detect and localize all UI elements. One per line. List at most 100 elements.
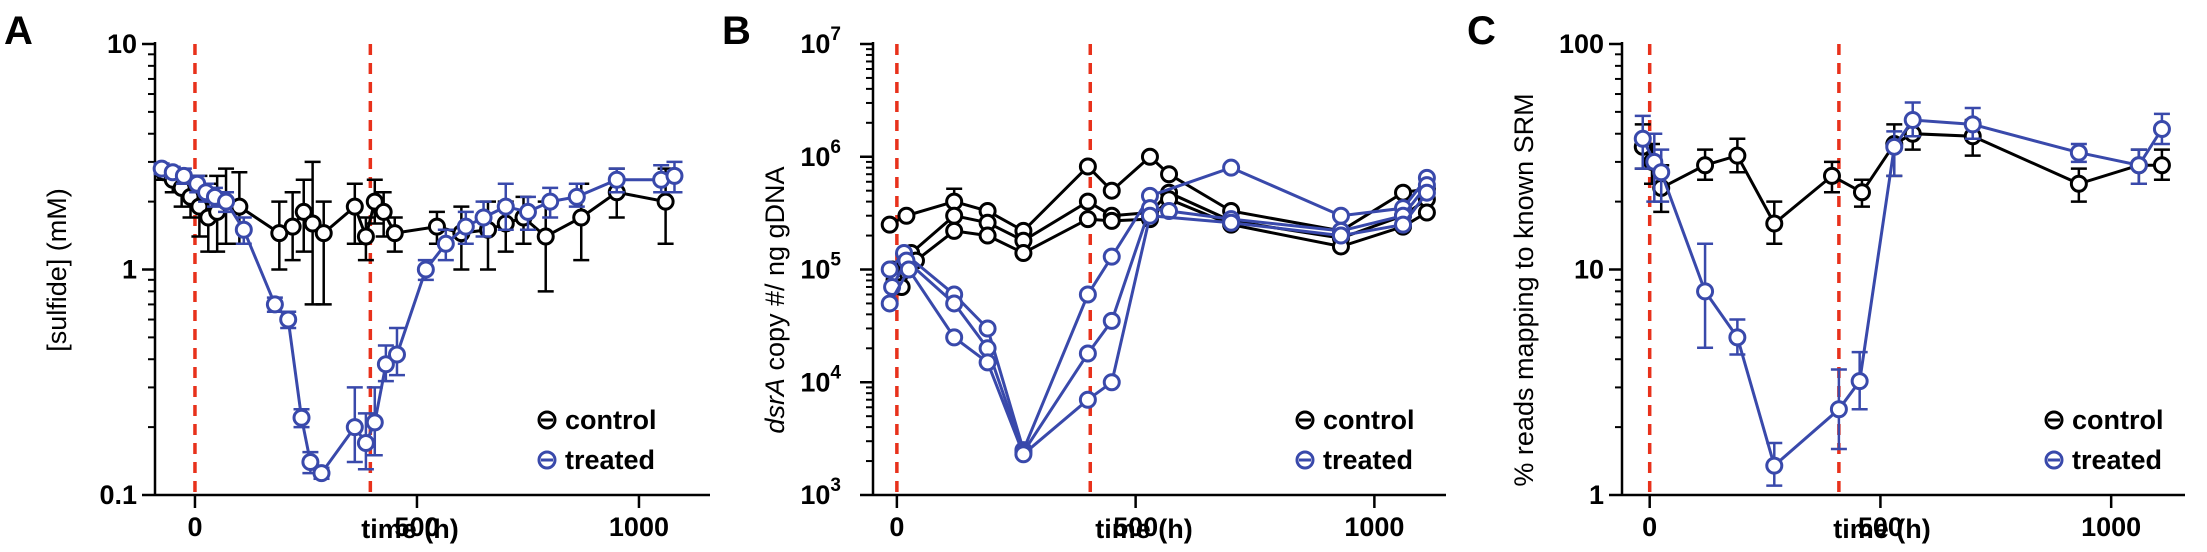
panel-c-x-tick-label: 0	[1642, 512, 1657, 542]
panel-c-treated-point	[1652, 163, 1671, 182]
panel-b-legend-label-treated: treated	[1323, 445, 1413, 475]
panel-b-treated-point	[1140, 206, 1159, 225]
panel-a-treated-point	[234, 220, 253, 239]
panel-a-control-point	[314, 224, 333, 243]
panel-a: A [sulfide] (mM) time (h) 0.1 1 10 0 500 1000…	[4, 9, 710, 544]
panel-a-treated-point	[416, 260, 435, 279]
panel-a-treated-point	[312, 464, 331, 483]
panel-c-treated-line	[1641, 118, 2164, 469]
panel-c-y-tick-label: 10	[1574, 255, 1604, 285]
panel-b-treated-point	[1417, 183, 1436, 202]
panel-a-treated-point	[541, 192, 560, 211]
panel-b-treated-point	[1331, 206, 1350, 225]
panel-a-treated-point	[292, 408, 311, 427]
panel-b-treated-point	[1102, 373, 1121, 392]
panel-b-y-tick-label: 103	[800, 475, 841, 510]
panel-c-treated-point	[2152, 119, 2171, 138]
panel-a-treated-point	[496, 197, 515, 216]
panel-a-control-point	[374, 202, 393, 221]
panel-b-control-point	[1078, 210, 1097, 229]
panel-a-treated-point	[436, 234, 455, 253]
panel-b-y-tick-exponent: 6	[830, 137, 841, 158]
panel-c-ylabel: % reads mapping to known SRM	[1509, 93, 1539, 486]
panel-c-treated-point	[2069, 143, 2088, 162]
panel-c-treated-point	[1963, 115, 1982, 134]
panel-b-treated-point	[1078, 344, 1097, 363]
panel-b-control-point	[1078, 192, 1097, 211]
panel-c-control-point	[2069, 174, 2088, 193]
panel-a-treated-point	[356, 434, 375, 453]
panel-c-xlabel: time (h)	[1833, 514, 1931, 544]
panel-b-treated-point	[880, 294, 899, 313]
panel-a-ylabel: [sulfide] (mM)	[42, 188, 72, 352]
panel-c-control-point	[2152, 156, 2171, 175]
panel-letter-c: C	[1467, 9, 1496, 53]
panel-b-xlabel: time (h)	[1095, 514, 1193, 544]
panel-c: C % reads mapping to known SRM time (h) …	[1467, 9, 2185, 544]
panel-letter-b: B	[722, 9, 751, 53]
panel-a-treated-point	[567, 187, 586, 206]
panel-a-y-tick-label: 10	[107, 29, 137, 59]
panel-b-y-tick-exponent: 3	[830, 475, 841, 496]
panel-b-y-tick-label: 104	[800, 362, 841, 397]
panel-b-treated-point	[1014, 445, 1033, 464]
panel-b-control-point	[1140, 147, 1159, 166]
panel-a-treated-point	[474, 208, 493, 227]
panel-b-control-point	[897, 206, 916, 225]
panel-a-treated-point	[365, 413, 384, 432]
panel-a-treated-point	[301, 453, 320, 472]
panel-b-treated-line	[888, 166, 1429, 455]
panel-b-control-point	[1160, 165, 1179, 184]
panel-b-control-point	[1417, 203, 1436, 222]
panel-c-x-tick-label: 500	[1858, 512, 1903, 542]
panel-a-treated-point	[265, 295, 284, 314]
panel-b-treated-point	[1331, 226, 1350, 245]
panel-c-treated-point	[1765, 456, 1784, 475]
panel-c-x-tick-label: 1000	[2081, 512, 2141, 542]
panel-b-treated-point	[1222, 213, 1241, 232]
panel-c-treated-point	[2129, 156, 2148, 175]
panel-c-treated-point	[1633, 129, 1652, 148]
panel-b-control-point	[1394, 183, 1413, 202]
panel-b-control-point	[1078, 157, 1097, 176]
panel-a-treated-point	[279, 310, 298, 329]
panel-b-treated-point	[1222, 158, 1241, 177]
panel-c-treated-point	[1850, 372, 1869, 391]
panel-a-xlabel: time (h)	[361, 514, 459, 544]
panel-c-control-point	[1728, 146, 1747, 165]
panel-c-treated-point	[1885, 137, 1904, 156]
panel-b-y-tick-exponent: 5	[830, 250, 841, 271]
panel-a-legend-label-control: control	[565, 405, 657, 435]
panel-a-control-point	[283, 217, 302, 236]
panel-a-control-point	[303, 214, 322, 233]
panel-a-control-point	[356, 227, 375, 246]
panel-c-legend-label-treated: treated	[2072, 445, 2162, 475]
panel-b-control-point	[978, 226, 997, 245]
panel-b-treated-point	[880, 260, 899, 279]
panel-b-y-tick-label: 107	[800, 24, 841, 59]
panel-b-treated-point	[945, 294, 964, 313]
panel-a-control-point	[572, 208, 591, 227]
panel-b-treated-point	[1102, 247, 1121, 266]
panel-a-treated-point	[345, 418, 364, 437]
panel-b-treated-point	[899, 260, 918, 279]
panel-c-control-point	[1852, 183, 1871, 202]
panel-a-legend-label-treated: treated	[565, 445, 655, 475]
panel-b-control-point	[1102, 211, 1121, 230]
panel-b-ylabel-gene: dsrA	[760, 378, 790, 434]
panel-b-legend-label-control: control	[1323, 405, 1415, 435]
panel-c-treated-point	[1696, 282, 1715, 301]
panel-b-y-tick-label: 106	[800, 137, 841, 172]
panel-b-x-tick-label: 0	[889, 512, 904, 542]
panel-b-control-point	[1102, 181, 1121, 200]
panel-c-control-point	[1765, 214, 1784, 233]
panel-b-treated-line	[888, 191, 1429, 457]
panel-letter-a: A	[4, 9, 33, 53]
panel-a-treated-point	[607, 170, 626, 189]
panel-c-y-tick-label: 1	[1589, 480, 1604, 510]
panel-b-treated-point	[1078, 285, 1097, 304]
panel-c-treated-point	[1829, 400, 1848, 419]
panel-c-y-tick-label: 100	[1559, 29, 1604, 59]
panel-c-treated-point	[1728, 328, 1747, 347]
